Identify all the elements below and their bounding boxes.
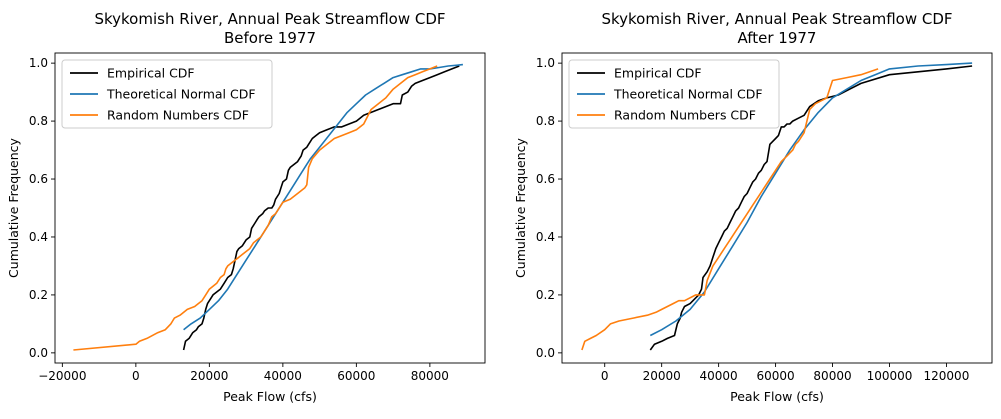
series-line-theoretical-normal-cdf: [649, 62, 973, 337]
x-tick-label: 20000: [190, 369, 228, 383]
legend-box: [568, 59, 780, 129]
x-tick-label: 60000: [337, 369, 375, 383]
chart-title-line: Skykomish River, Annual Peak Streamflow …: [601, 10, 952, 28]
y-tick-label: 1.0: [536, 56, 555, 70]
y-tick-label: 0.4: [536, 230, 555, 244]
x-tick-label: 60000: [756, 369, 794, 383]
y-tick-label: 0.2: [536, 288, 555, 302]
x-tick-label: 0: [601, 369, 609, 383]
legend-box: [61, 59, 273, 129]
x-tick-label: 80000: [411, 369, 449, 383]
series-line-theoretical-normal-cdf: [183, 63, 463, 331]
legend-entry-label: Empirical CDF: [614, 66, 702, 81]
y-tick-label: 0.4: [29, 230, 48, 244]
axes-frame: [561, 52, 993, 364]
legend-entry-label: Empirical CDF: [107, 66, 195, 81]
legend-entry-label: Theoretical Normal CDF: [613, 87, 763, 102]
legend-entry-label: Random Numbers CDF: [107, 108, 249, 123]
legend-entry-label: Random Numbers CDF: [614, 108, 756, 123]
legend: Empirical CDF Theoretical Normal CDF Rando…: [61, 59, 273, 129]
y-tick-label: 0.8: [536, 114, 555, 128]
y-tick-label: 0.0: [29, 346, 48, 360]
x-axis-label: Peak Flow (cfs): [223, 389, 317, 404]
chart-title-line: Before 1977: [224, 29, 316, 47]
x-axis-label: Peak Flow (cfs): [730, 389, 824, 404]
y-tick-label: 0.2: [29, 288, 48, 302]
series-group: [581, 62, 973, 351]
chart-title: Skykomish River, Annual Peak Streamflow …: [94, 10, 445, 47]
chart-title-line: Skykomish River, Annual Peak Streamflow …: [94, 10, 445, 28]
legend: Empirical CDF Theoretical Normal CDF Rando…: [568, 59, 780, 129]
x-tick-label: 80000: [813, 369, 851, 383]
y-tick-label: 0.6: [29, 172, 48, 186]
y-axis-label: Cumulative Frequency: [6, 137, 21, 277]
x-tick-label: 40000: [700, 369, 738, 383]
series-line-empirical-cdf: [649, 65, 973, 351]
series-line-random-numbers-cdf: [581, 68, 879, 351]
chart-panel-1: Skykomish River, Annual Peak Streamflow …: [6, 10, 486, 404]
legend-entry-label: Theoretical Normal CDF: [106, 87, 256, 102]
y-tick-label: 0.6: [536, 172, 555, 186]
x-tick-label: −20000: [38, 369, 86, 383]
y-tick-label: 0.8: [29, 114, 48, 128]
series-line-random-numbers-cdf: [73, 65, 438, 351]
y-tick-label: 1.0: [29, 56, 48, 70]
chart-title-line: After 1977: [738, 29, 817, 47]
series-group: [73, 63, 463, 351]
x-tick-label: 40000: [264, 369, 302, 383]
y-tick-label: 0.0: [536, 346, 555, 360]
x-tick-label: 120000: [924, 369, 970, 383]
x-tick-label: 0: [132, 369, 140, 383]
y-axis-label: Cumulative Frequency: [513, 137, 528, 277]
chart-panel-2: Skykomish River, Annual Peak Streamflow …: [513, 10, 993, 404]
axes-frame: [54, 52, 486, 364]
series-line-empirical-cdf: [182, 65, 460, 351]
chart-title: Skykomish River, Annual Peak Streamflow …: [601, 10, 952, 47]
x-tick-label: 20000: [643, 369, 681, 383]
x-tick-label: 100000: [867, 369, 913, 383]
